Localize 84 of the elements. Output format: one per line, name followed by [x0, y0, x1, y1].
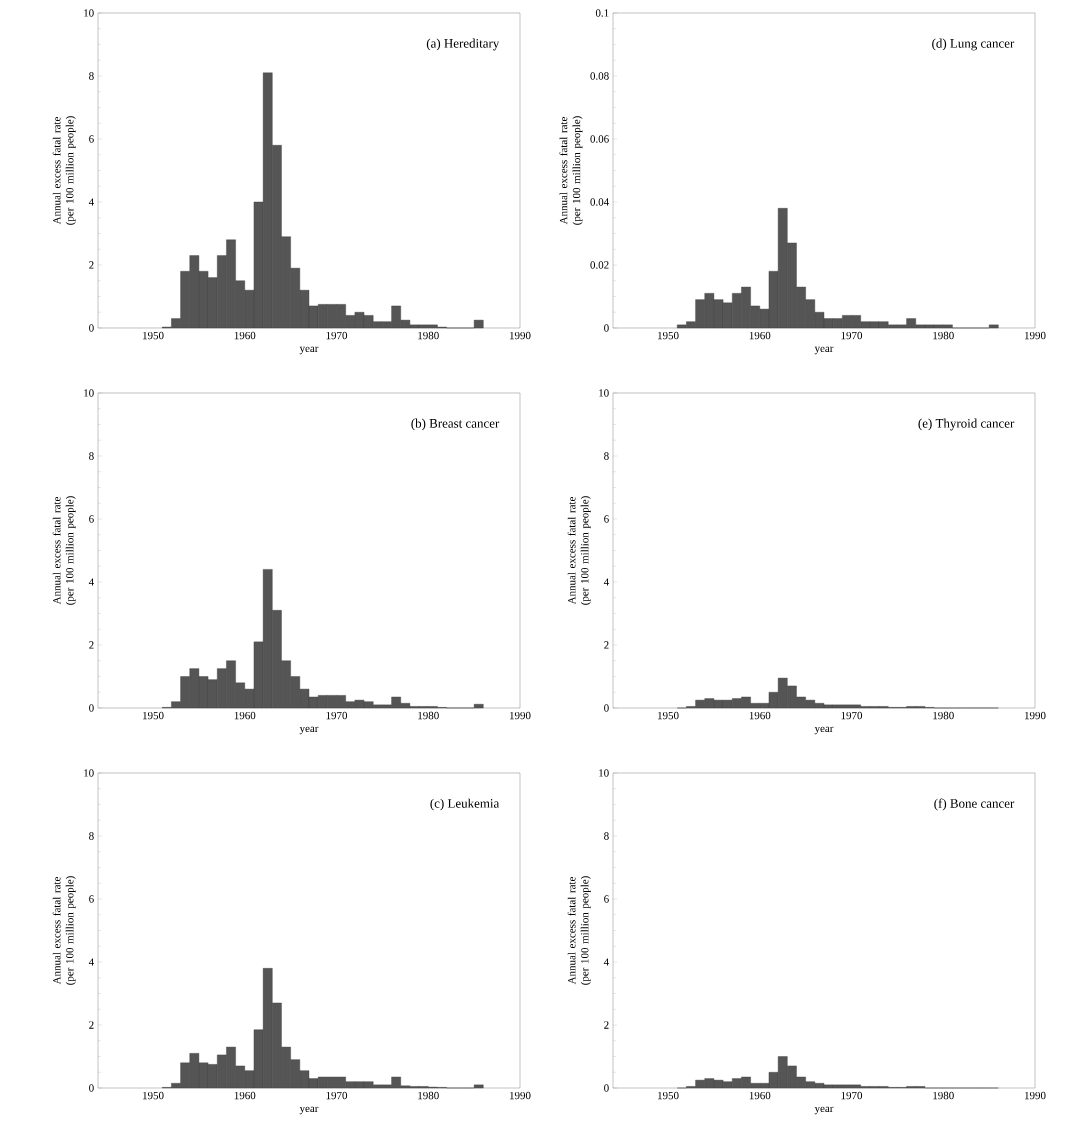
x-tick-label: 1960 [234, 1091, 256, 1100]
y-tick-label: 0.02 [590, 261, 609, 269]
x-axis-title: year [814, 346, 834, 355]
y-axis-title: Annual excess fatal rate (per 100 million people) [52, 496, 76, 605]
y-tick-label: 2 [604, 1021, 609, 1029]
x-tick-label: 1970 [326, 1091, 348, 1100]
x-tick-label: 1980 [418, 711, 439, 720]
y-axis-title: Annual excess fatal rate (per 100 million people) [559, 116, 583, 225]
x-tick-label: 1990 [1025, 331, 1046, 340]
text: (b) Breast cancer [411, 418, 500, 431]
y-tick-label: 4 [88, 578, 94, 586]
x-tick-label: 1960 [749, 711, 771, 720]
x-tick-label: 1990 [1025, 711, 1046, 720]
text: (e) Thyroid cancer [918, 418, 1015, 431]
x-tick-label: 1980 [418, 1091, 439, 1100]
x-tick-label: 1950 [658, 711, 679, 720]
y-tick-label: 10 [84, 9, 94, 17]
y-tick-label: 0 [89, 704, 94, 712]
y-tick-label: 0 [604, 704, 609, 712]
y-tick-label: 4 [88, 198, 94, 206]
y-tick-label: 8 [604, 832, 609, 840]
y-tick-label: 10 [84, 389, 94, 397]
x-tick-label: 1970 [326, 331, 348, 340]
y-axis-title: Annual excess fatal rate (per 100 million people) [52, 116, 76, 225]
y-tick-label: 0.06 [590, 135, 609, 143]
y-tick-label: 0 [604, 1084, 609, 1092]
x-tick-label: 1950 [143, 331, 164, 340]
y-tick-label: 8 [89, 72, 94, 80]
x-tick-label: 1960 [234, 711, 256, 720]
y-tick-label: 4 [603, 578, 609, 586]
y-tick-label: 4 [88, 958, 94, 966]
y-tick-label: 0.08 [590, 72, 609, 80]
y-tick-label: 4 [603, 958, 609, 966]
y-tick-label: 8 [89, 452, 94, 460]
x-tick-label: 1990 [510, 711, 531, 720]
x-tick-label: 1950 [143, 1091, 164, 1100]
y-axis-title: Annual excess fatal rate (per 100 million people) [52, 876, 76, 985]
text: (c) Leukemia [430, 798, 500, 811]
x-tick-label: 1960 [234, 331, 256, 340]
y-tick-label: 2 [89, 641, 94, 649]
y-tick-label: 6 [89, 515, 94, 523]
y-tick-label: 0.04 [590, 198, 609, 206]
x-tick-label: 1970 [841, 331, 863, 340]
text: (d) Lung cancer [932, 38, 1015, 51]
x-tick-label: 1980 [933, 711, 954, 720]
x-tick-label: 1990 [510, 331, 531, 340]
y-tick-label: 8 [89, 832, 94, 840]
y-axis-title: Annual excess fatal rate (per 100 million people) [567, 496, 591, 605]
y-tick-label: 0 [604, 324, 609, 332]
x-axis-title: year [299, 346, 319, 355]
y-tick-label: 10 [599, 769, 609, 777]
y-tick-label: 0 [89, 324, 94, 332]
y-tick-label: 6 [89, 135, 94, 143]
x-axis-title: year [299, 726, 319, 735]
text: (f) Bone cancer [934, 798, 1015, 811]
x-axis-title: year [299, 1106, 319, 1115]
y-tick-label: 0.1 [595, 9, 609, 17]
y-tick-label: 8 [604, 452, 609, 460]
y-tick-label: 6 [604, 895, 609, 903]
x-axis-title: year [814, 726, 834, 735]
x-tick-label: 1950 [143, 711, 164, 720]
x-axis-title: year [814, 1106, 834, 1115]
x-tick-label: 1970 [326, 711, 348, 720]
y-tick-label: 0 [89, 1084, 94, 1092]
x-tick-label: 1990 [1025, 1091, 1046, 1100]
x-tick-label: 1980 [418, 331, 439, 340]
y-tick-label: 2 [89, 1021, 94, 1029]
y-tick-label: 6 [604, 515, 609, 523]
x-tick-label: 1990 [510, 1091, 531, 1100]
text: (a) Hereditary [426, 38, 500, 51]
y-tick-label: 10 [599, 389, 609, 397]
x-tick-label: 1980 [933, 331, 954, 340]
x-tick-label: 1960 [749, 1091, 771, 1100]
x-tick-label: 1960 [749, 331, 771, 340]
y-tick-label: 6 [89, 895, 94, 903]
x-tick-label: 1970 [841, 711, 863, 720]
x-tick-label: 1980 [933, 1091, 954, 1100]
y-axis-title: Annual excess fatal rate (per 100 million people) [567, 876, 591, 985]
x-tick-label: 1950 [658, 331, 679, 340]
y-tick-label: 2 [604, 641, 609, 649]
y-tick-label: 2 [89, 261, 94, 269]
x-tick-label: 1950 [658, 1091, 679, 1100]
x-tick-label: 1970 [841, 1091, 863, 1100]
y-tick-label: 10 [84, 769, 94, 777]
